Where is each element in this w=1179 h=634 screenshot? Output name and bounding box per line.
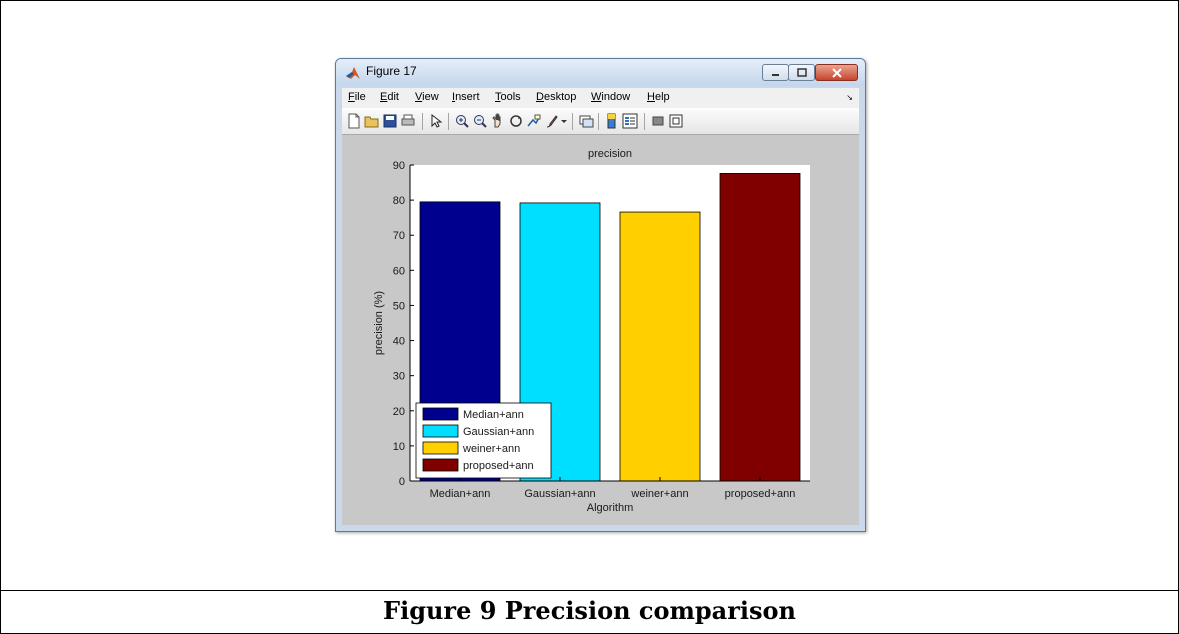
bar-3[interactable] xyxy=(619,211,701,482)
legend-swatch-1 xyxy=(422,407,459,421)
y-tick-label: 50 xyxy=(393,300,405,312)
legend-label-2: Gaussian+ann xyxy=(463,426,534,438)
x-tick-label: Median+ann xyxy=(430,488,491,500)
new-figure-icon[interactable] xyxy=(346,113,362,129)
data-cursor-icon[interactable] xyxy=(526,113,542,129)
x-axis-label: Algorithm xyxy=(587,502,633,514)
caption-divider xyxy=(0,590,1179,591)
pan-icon[interactable] xyxy=(490,113,506,129)
rotate-3d-icon[interactable] xyxy=(508,113,524,129)
x-tick-label: Gaussian+ann xyxy=(524,488,595,500)
legend-label-3: weiner+ann xyxy=(462,443,520,455)
y-tick-label: 40 xyxy=(393,336,405,348)
y-tick-label: 60 xyxy=(393,265,405,277)
show-plot-tools-icon[interactable] xyxy=(668,113,684,129)
menu-dock-arrow-icon[interactable]: ↘ xyxy=(846,93,853,102)
y-tick-label: 30 xyxy=(393,371,405,383)
zoom-in-icon[interactable] xyxy=(454,113,470,129)
chart-title: precision xyxy=(588,148,632,160)
minimize-icon xyxy=(771,73,779,76)
legend-label-4: proposed+ann xyxy=(463,460,534,472)
menu-edit[interactable]: Edit xyxy=(380,91,399,103)
toolbar-separator xyxy=(448,113,449,130)
bar-chart[interactable]: precision Algorithm precision (%) Median… xyxy=(342,135,859,525)
legend-icon[interactable] xyxy=(622,113,638,129)
y-tick-label: 0 xyxy=(399,476,405,488)
maximize-icon xyxy=(796,68,807,77)
y-tick-label: 10 xyxy=(393,441,405,453)
menu-bar: File Edit View Insert Tools Desktop Wind… xyxy=(342,88,859,108)
y-tick-label: 80 xyxy=(393,195,405,207)
maximize-button[interactable] xyxy=(788,64,815,81)
figure-window: Figure 17 File Edit View Insert Tools De… xyxy=(335,58,866,532)
bar-4[interactable] xyxy=(719,173,801,482)
hide-plot-tools-icon[interactable] xyxy=(650,113,666,129)
brush-icon[interactable] xyxy=(544,113,560,129)
window-title: Figure 17 xyxy=(366,64,417,78)
menu-view[interactable]: View xyxy=(415,91,439,103)
menu-window[interactable]: Window xyxy=(591,91,631,103)
brush-dropdown-icon[interactable] xyxy=(560,113,568,129)
open-file-icon[interactable] xyxy=(364,113,380,129)
plot-area: precision Algorithm precision (%) Median… xyxy=(342,135,859,525)
legend-swatch-3 xyxy=(422,441,459,455)
close-button[interactable] xyxy=(815,64,858,81)
matlab-logo-icon xyxy=(346,67,360,79)
colorbar-icon[interactable] xyxy=(604,113,620,129)
minimize-button[interactable] xyxy=(762,64,789,81)
menu-insert[interactable]: Insert xyxy=(452,91,480,103)
title-bar[interactable]: Figure 17 xyxy=(336,59,865,86)
y-tick-label: 20 xyxy=(393,406,405,418)
toolbar-separator xyxy=(598,113,599,130)
toolbar-separator xyxy=(572,113,573,130)
legend[interactable]: Median+ann Gaussian+ann weiner+ann proposed… xyxy=(415,402,552,479)
figure-caption: Figure 9 Precision comparison xyxy=(383,596,796,625)
toolbar-separator xyxy=(422,113,423,130)
y-tick-label: 70 xyxy=(393,230,405,242)
print-icon[interactable] xyxy=(400,113,416,129)
menu-desktop[interactable]: Desktop xyxy=(536,91,577,103)
menu-tools[interactable]: Tools xyxy=(495,91,521,103)
y-axis-label: precision (%) xyxy=(373,291,385,355)
close-icon xyxy=(831,67,842,78)
save-icon[interactable] xyxy=(382,113,398,129)
zoom-out-icon[interactable] xyxy=(472,113,488,129)
x-tick-label: proposed+ann xyxy=(725,488,796,500)
toolbar-separator xyxy=(644,113,645,130)
pointer-icon[interactable] xyxy=(428,113,444,129)
figure-toolbar xyxy=(342,108,859,135)
link-plot-icon[interactable] xyxy=(578,113,594,129)
y-tick-label: 90 xyxy=(393,160,405,172)
menu-file[interactable]: File xyxy=(348,91,366,103)
menu-help[interactable]: Help xyxy=(647,91,670,103)
legend-swatch-2 xyxy=(422,424,459,438)
legend-label-1: Median+ann xyxy=(463,409,524,421)
x-tick-label: weiner+ann xyxy=(630,488,688,500)
legend-swatch-4 xyxy=(422,458,459,472)
